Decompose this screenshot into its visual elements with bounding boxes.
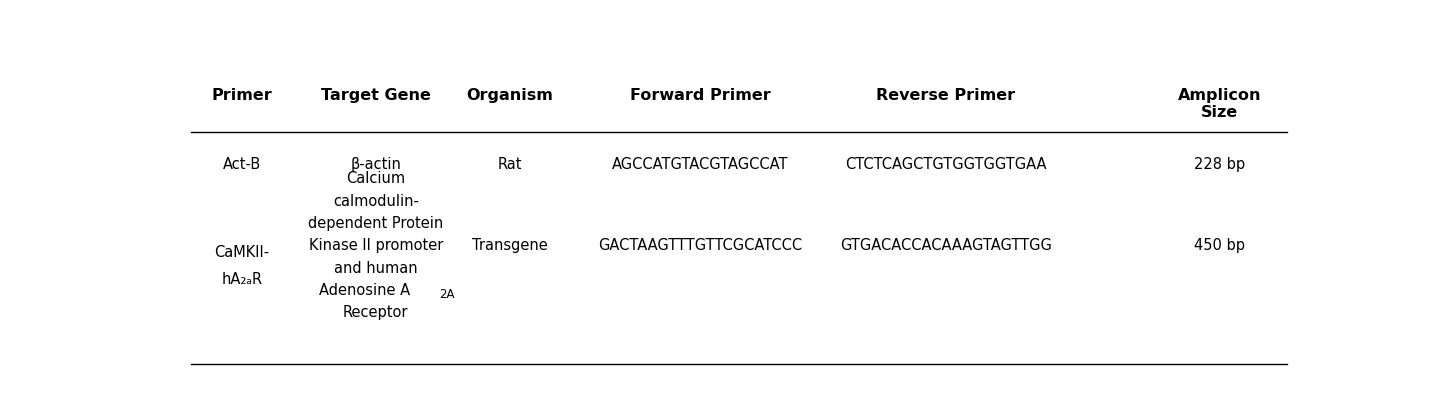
Text: hA₂ₐR: hA₂ₐR: [221, 271, 262, 286]
Text: dependent Protein: dependent Protein: [309, 216, 444, 230]
Text: Rat: Rat: [497, 157, 522, 171]
Text: GACTAAGTTTGTTCGCATCCC: GACTAAGTTTGTTCGCATCCC: [598, 237, 802, 253]
Text: Adenosine A: Adenosine A: [319, 282, 410, 297]
Text: Forward Primer: Forward Primer: [630, 88, 770, 103]
Text: CTCTCAGCTGTGGTGGTGAA: CTCTCAGCTGTGGTGGTGAA: [845, 157, 1047, 171]
Text: Target Gene: Target Gene: [322, 88, 431, 103]
Text: β-actin: β-actin: [350, 157, 401, 171]
Text: Organism: Organism: [467, 88, 554, 103]
Text: Kinase II promoter: Kinase II promoter: [309, 237, 443, 253]
Text: CaMKII-: CaMKII-: [215, 244, 270, 259]
Text: Transgene: Transgene: [472, 237, 548, 253]
Text: Calcium: Calcium: [346, 171, 405, 186]
Text: Reverse Primer: Reverse Primer: [877, 88, 1015, 103]
Text: 228 bp: 228 bp: [1194, 157, 1244, 171]
Text: Primer: Primer: [212, 88, 273, 103]
Text: Act-B: Act-B: [222, 157, 261, 171]
Text: and human: and human: [335, 260, 418, 275]
Text: AGCCATGTACGTAGCCAT: AGCCATGTACGTAGCCAT: [611, 157, 789, 171]
Text: calmodulin-: calmodulin-: [333, 193, 418, 208]
Text: Receptor: Receptor: [343, 304, 408, 319]
Text: GTGACACCACAAAGTAGTTGG: GTGACACCACAAAGTAGTTGG: [839, 237, 1051, 253]
Text: 450 bp: 450 bp: [1194, 237, 1244, 253]
Text: Amplicon
Size: Amplicon Size: [1178, 88, 1262, 120]
Text: 2A: 2A: [440, 287, 456, 300]
